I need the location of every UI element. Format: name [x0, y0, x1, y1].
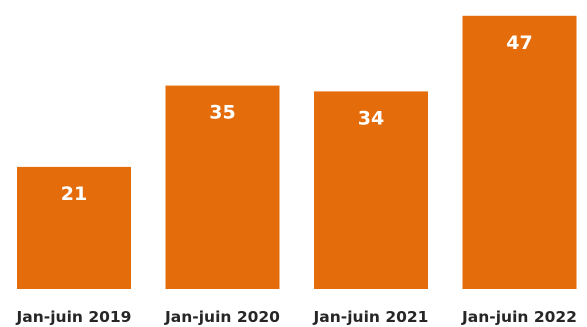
bar-2 — [165, 85, 280, 289]
bar-1 — [17, 166, 131, 289]
category-labels-group: Jan-juin 2019 Jan-juin 2020 Jan-juin 2021 J… — [16, 308, 577, 326]
bar-value-label-4: 47 — [506, 32, 532, 54]
category-label-1: Jan-juin 2019 — [16, 308, 132, 326]
bar-value-label-1: 21 — [61, 183, 87, 205]
bar-value-label-3: 34 — [358, 107, 384, 129]
bar-3 — [314, 91, 428, 290]
value-labels-group: 21 35 34 47 — [61, 32, 533, 205]
bar-value-label-2: 35 — [209, 102, 235, 124]
bars-group — [17, 15, 577, 290]
bar-4 — [462, 15, 577, 290]
category-label-3: Jan-juin 2021 — [313, 308, 429, 326]
category-label-4: Jan-juin 2022 — [461, 308, 577, 326]
category-label-2: Jan-juin 2020 — [164, 308, 280, 326]
